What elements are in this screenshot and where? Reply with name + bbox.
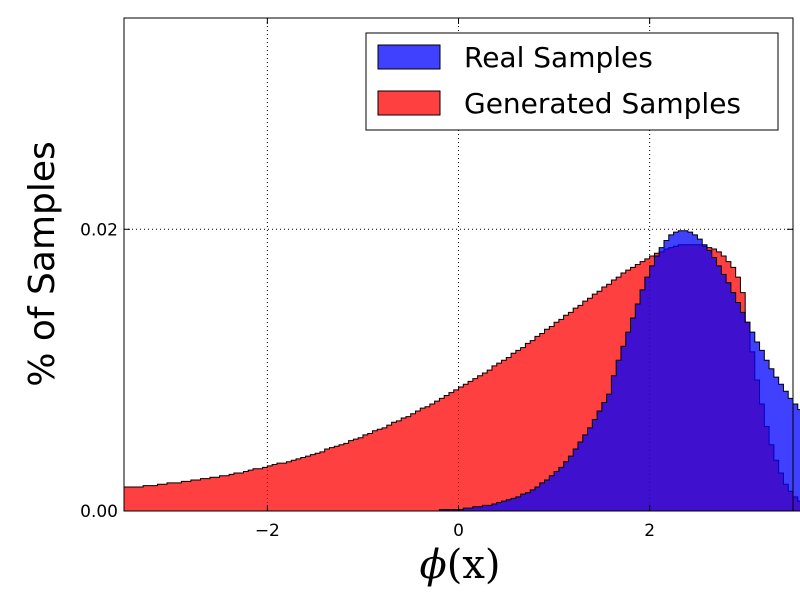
legend: Real Samples Generated Samples — [365, 32, 779, 131]
legend-label-generated: Generated Samples — [464, 87, 741, 120]
x-axis-label-symbol: ϕ — [419, 542, 446, 588]
x-tick-label-0: −2 — [255, 521, 280, 541]
y-tick-label-0: 0.00 — [80, 502, 118, 522]
y-axis-label: % of Samples — [22, 141, 63, 387]
legend-label-real: Real Samples — [464, 41, 653, 74]
x-axis-label-argument: (x) — [447, 542, 501, 588]
y-tick-label-1: 0.02 — [80, 220, 118, 240]
x-tick-label-2: 2 — [644, 521, 655, 541]
legend-swatch-generated — [377, 90, 441, 116]
axis-ticks: −2 0 2 0.00 0.02 — [80, 18, 793, 541]
x-axis-label: ϕ(x) — [419, 542, 500, 588]
legend-swatch-real — [377, 44, 441, 70]
x-tick-label-1: 0 — [453, 521, 464, 541]
